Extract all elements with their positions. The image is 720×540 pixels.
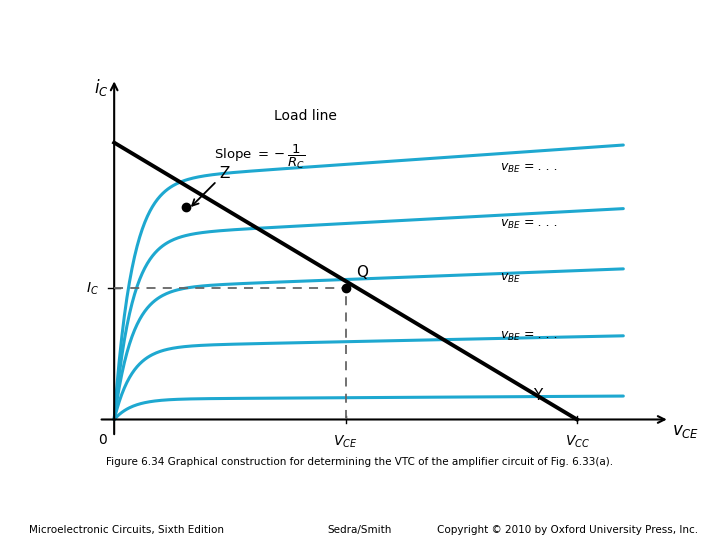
Text: Figure 6.34 Graphical construction for determining the VTC of the amplifier circ: Figure 6.34 Graphical construction for d… bbox=[107, 457, 613, 467]
Text: $v_{BE}$ = . . .: $v_{BE}$ = . . . bbox=[500, 163, 558, 176]
Text: Q: Q bbox=[356, 265, 368, 280]
Text: Sedra/Smith: Sedra/Smith bbox=[328, 524, 392, 535]
Text: 0: 0 bbox=[98, 433, 107, 447]
Text: Z: Z bbox=[192, 166, 230, 206]
Text: $v_{BE}$ = . . .: $v_{BE}$ = . . . bbox=[500, 218, 558, 231]
Text: Microelectronic Circuits, Sixth Edition: Microelectronic Circuits, Sixth Edition bbox=[29, 524, 224, 535]
Text: $V_{CE}$: $V_{CE}$ bbox=[333, 434, 358, 450]
Text: $v_{BE}$: $v_{BE}$ bbox=[500, 272, 521, 285]
Text: $V_{CC}$: $V_{CC}$ bbox=[564, 434, 590, 450]
Text: $I_C$: $I_C$ bbox=[86, 280, 99, 296]
Text: Slope $= -\dfrac{1}{R_C}$: Slope $= -\dfrac{1}{R_C}$ bbox=[215, 143, 306, 171]
Text: $v_{CE}$: $v_{CE}$ bbox=[672, 422, 699, 441]
Text: Y: Y bbox=[534, 388, 543, 403]
Text: Load line: Load line bbox=[274, 110, 336, 124]
Text: $i_C$: $i_C$ bbox=[94, 77, 109, 98]
Text: Copyright © 2010 by Oxford University Press, Inc.: Copyright © 2010 by Oxford University Pr… bbox=[437, 524, 698, 535]
Text: $v_{BE}$ = . . .: $v_{BE}$ = . . . bbox=[500, 330, 558, 343]
